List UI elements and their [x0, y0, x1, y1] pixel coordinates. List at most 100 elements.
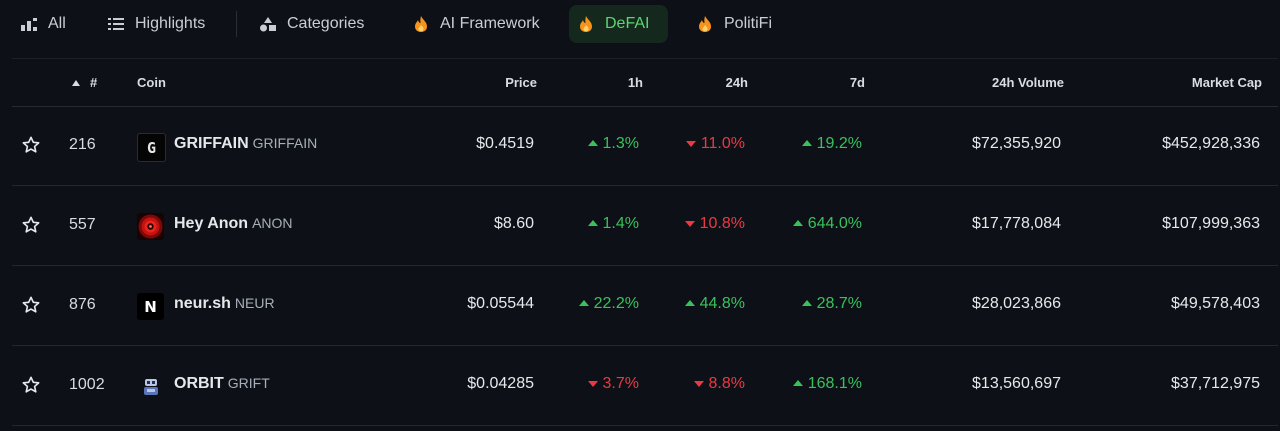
- table-row[interactable]: 557 Hey Anon ANON $8.60 1.4% 10.8% 644.0%…: [12, 186, 1278, 266]
- change-7d-value: 28.7%: [816, 295, 862, 312]
- tab-all[interactable]: All: [12, 5, 74, 43]
- change-1h-value: 1.3%: [602, 135, 639, 152]
- down-arrow-icon: [685, 141, 696, 147]
- rank-cell: 1002: [69, 376, 105, 393]
- market-cap-header[interactable]: Market Cap: [1191, 75, 1262, 90]
- tab-highlights[interactable]: Highlights: [99, 5, 213, 43]
- change-24h-value: 10.8%: [699, 215, 745, 232]
- up-arrow-icon: [801, 140, 812, 146]
- coin-symbol: GRIFFAIN: [252, 135, 318, 151]
- price-cell: $0.04285: [467, 375, 534, 392]
- coin-name-link[interactable]: GRIFFAIN GRIFFAIN: [174, 135, 317, 153]
- down-arrow-icon: [587, 381, 598, 387]
- coin-symbol: ANON: [252, 215, 293, 231]
- sort-rank-header[interactable]: #: [72, 75, 97, 90]
- volume-cell: $17,778,084: [972, 215, 1061, 232]
- up-arrow-icon: [792, 220, 803, 226]
- tab-categories-label: Categories: [287, 15, 365, 32]
- neur-logo: N: [137, 293, 164, 320]
- change-24h-value: 8.8%: [708, 375, 745, 392]
- change-7d-cell: 168.1%: [771, 375, 862, 393]
- change-7d-value: 19.2%: [816, 135, 862, 152]
- fire-icon: [412, 15, 430, 33]
- coin-name-link[interactable]: ORBIT GRIFT: [174, 375, 270, 393]
- market-cap-cell: $49,578,403: [1171, 295, 1260, 312]
- change-1h-cell: 22.2%: [549, 295, 639, 313]
- griffain-logo: G: [137, 133, 166, 162]
- star-icon[interactable]: [22, 296, 40, 314]
- change-1h-cell: 3.7%: [549, 375, 639, 393]
- up-arrow-icon: [587, 140, 598, 146]
- up-arrow-icon: [684, 300, 695, 306]
- shapes-icon: [259, 15, 277, 33]
- orbit-logo: [137, 373, 164, 400]
- tab-defai-label: DeFAI: [605, 15, 650, 32]
- tab-categories[interactable]: Categories: [251, 5, 372, 43]
- change-7d-value: 644.0%: [807, 215, 862, 232]
- coin-symbol: NEUR: [234, 295, 275, 311]
- change-24h-cell: 8.8%: [655, 375, 745, 393]
- table-row[interactable]: 1002 ORBIT GRIFT $0.04285 3.7% 8.8% 168.1…: [12, 346, 1278, 426]
- price-cell: $8.60: [493, 215, 534, 232]
- hey-anon-logo: [137, 213, 164, 240]
- tab-highlights-label: Highlights: [135, 15, 206, 32]
- coin-name: GRIFFAIN: [174, 135, 249, 152]
- 1h-header[interactable]: 1h: [627, 75, 643, 90]
- table-row[interactable]: 876 N neur.sh NEUR $0.05544 22.2% 44.8% 2…: [12, 266, 1278, 346]
- up-arrow-icon: [801, 300, 812, 306]
- rank-cell: 216: [69, 136, 96, 153]
- category-tabs: All Highlights Categories AI Framework D…: [0, 0, 1280, 48]
- griffain-logo-glyph: G: [146, 138, 157, 157]
- up-arrow-icon: [578, 300, 589, 306]
- coin-name: Hey Anon: [174, 215, 249, 232]
- tab-ai-framework-label: AI Framework: [440, 15, 540, 32]
- change-24h-cell: 44.8%: [655, 295, 745, 313]
- change-1h-value: 22.2%: [593, 295, 639, 312]
- change-24h-value: 11.0%: [700, 135, 745, 152]
- market-cap-cell: $37,712,975: [1171, 375, 1260, 392]
- table-row[interactable]: 216 G GRIFFAIN GRIFFAIN $0.4519 1.3% 11.0…: [12, 106, 1278, 186]
- rank-cell: 876: [69, 296, 96, 313]
- tab-ai-framework[interactable]: AI Framework: [404, 5, 548, 43]
- up-arrow-icon: [587, 220, 598, 226]
- 24h-header[interactable]: 24h: [725, 75, 748, 90]
- coin-name: neur.sh: [174, 295, 231, 312]
- coin-header[interactable]: Coin: [137, 75, 166, 90]
- tab-defai[interactable]: DeFAI: [569, 5, 668, 43]
- star-icon[interactable]: [22, 376, 40, 394]
- change-1h-value: 3.7%: [602, 375, 639, 392]
- change-7d-cell: 644.0%: [771, 215, 862, 233]
- rank-header-label: #: [90, 75, 98, 90]
- coin-name-link[interactable]: Hey Anon ANON: [174, 215, 293, 233]
- volume-cell: $13,560,697: [972, 375, 1061, 392]
- rank-cell: 557: [69, 216, 96, 233]
- fire-icon: [696, 15, 714, 33]
- market-cap-cell: $452,928,336: [1162, 135, 1260, 152]
- up-arrow-icon: [792, 380, 803, 386]
- tab-politifi-label: PolitiFi: [724, 15, 773, 32]
- neur-logo-glyph: N: [144, 297, 157, 316]
- price-cell: $0.05544: [467, 295, 534, 312]
- coin-name: ORBIT: [174, 375, 224, 392]
- sort-asc-icon: [72, 79, 80, 86]
- coin-name-link[interactable]: neur.sh NEUR: [174, 295, 275, 313]
- change-1h-value: 1.4%: [602, 215, 639, 232]
- change-24h-cell: 11.0%: [655, 135, 745, 153]
- star-icon[interactable]: [22, 136, 40, 154]
- tab-divider: [236, 11, 237, 37]
- price-header[interactable]: Price: [505, 75, 537, 90]
- star-icon[interactable]: [22, 216, 40, 234]
- volume-header[interactable]: 24h Volume: [991, 75, 1064, 90]
- change-24h-value: 44.8%: [699, 295, 745, 312]
- market-cap-cell: $107,999,363: [1162, 215, 1260, 232]
- change-7d-value: 168.1%: [807, 375, 862, 392]
- tab-politifi[interactable]: PolitiFi: [688, 5, 780, 43]
- volume-cell: $72,355,920: [972, 135, 1061, 152]
- fire-icon: [577, 15, 595, 33]
- 7d-header[interactable]: 7d: [849, 75, 865, 90]
- coin-symbol: GRIFT: [227, 375, 270, 391]
- change-7d-cell: 28.7%: [771, 295, 862, 313]
- change-1h-cell: 1.4%: [549, 215, 639, 233]
- tab-all-label: All: [48, 15, 66, 32]
- down-arrow-icon: [693, 381, 704, 387]
